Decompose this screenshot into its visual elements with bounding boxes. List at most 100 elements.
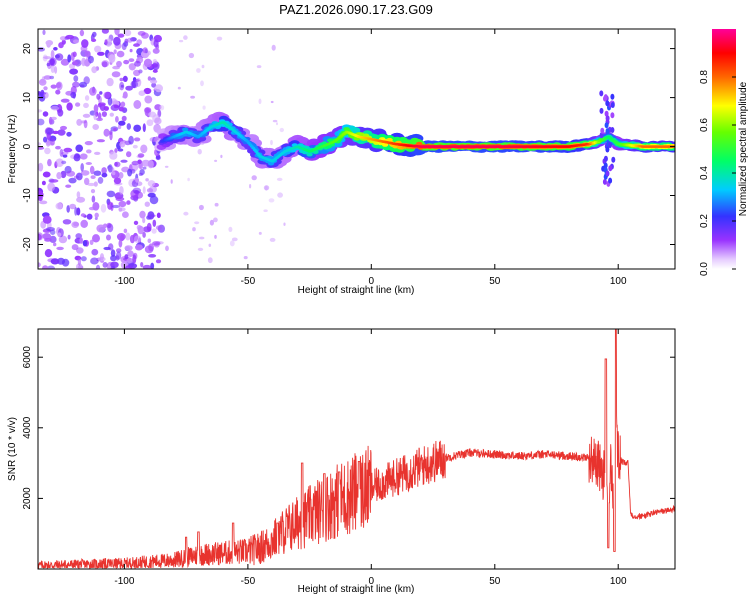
noise-blob <box>94 212 99 218</box>
noise-blob <box>84 177 90 186</box>
noise-blob <box>101 61 108 68</box>
noise-blob <box>125 232 131 241</box>
noise-blob <box>46 227 55 232</box>
noise-blob <box>43 136 48 143</box>
spectrogram-frame <box>37 28 676 270</box>
x-tick-label: 50 <box>489 276 501 287</box>
noise-blob <box>126 257 134 264</box>
noise-blob <box>170 179 173 184</box>
noise-blob <box>101 167 107 174</box>
noise-blob <box>144 107 152 114</box>
noise-blob <box>70 52 75 61</box>
spectrogram-y-axis: -20 -10 0 10 20 <box>22 43 675 252</box>
noise-blob <box>114 161 121 168</box>
noise-blob <box>53 242 57 247</box>
ridge-mark <box>608 142 612 149</box>
noise-blob <box>43 86 48 91</box>
noise-blob <box>198 204 204 211</box>
ridge-mark <box>600 127 605 134</box>
noise-blob <box>144 201 150 207</box>
noise-blob <box>155 225 162 230</box>
noise-blob <box>133 79 140 82</box>
noise-blob <box>129 234 135 244</box>
noise-blob <box>83 76 90 85</box>
noise-blob <box>56 82 62 89</box>
noise-blob <box>150 79 158 84</box>
noise-blob <box>270 139 273 146</box>
noise-blob <box>68 177 77 184</box>
noise-blob <box>93 111 97 121</box>
noise-blob <box>42 29 46 35</box>
noise-blob <box>103 106 110 111</box>
noise-blob <box>110 249 116 257</box>
noise-blob <box>115 255 120 261</box>
ridge-mark <box>604 122 609 129</box>
ridge-mark <box>605 146 610 153</box>
noise-blob <box>140 262 144 268</box>
noise-blob <box>200 80 204 87</box>
snr-panel: -100 -50 0 50 100 2000 4000 6000 Height of str… <box>7 328 676 595</box>
noise-blob <box>50 105 60 111</box>
noise-blob <box>111 204 120 209</box>
noise-blob <box>201 64 205 69</box>
y-tick-label: -10 <box>22 188 33 203</box>
noise-blob <box>249 184 252 189</box>
noise-blob <box>103 91 111 99</box>
noise-blob <box>228 226 233 232</box>
x-tick-label: -100 <box>114 276 134 287</box>
noise-blob <box>207 257 213 264</box>
noise-blob <box>38 233 42 241</box>
noise-blob <box>109 151 118 160</box>
x-tick-label: -50 <box>241 276 256 287</box>
noise-blob <box>91 248 99 256</box>
noise-blob <box>66 131 72 137</box>
snr-frame <box>37 328 676 570</box>
noise-blob <box>118 172 124 179</box>
noise-blob <box>128 63 136 71</box>
noise-blob <box>53 47 58 51</box>
noise-blob <box>72 39 80 44</box>
noise-blob <box>54 54 60 59</box>
noise-blob <box>132 144 138 149</box>
noise-blob <box>117 124 122 130</box>
colorbar-title: Normalized spectral amplitude <box>738 81 749 216</box>
noise-blob <box>38 142 41 146</box>
noise-blob <box>107 164 113 173</box>
noise-blob <box>214 234 217 239</box>
noise-blob <box>124 254 129 260</box>
noise-blob <box>108 54 116 63</box>
noise-blob <box>270 100 274 104</box>
colorbar: 0.0 0.2 0.4 0.6 0.8 Normalized spectral ampl… <box>699 29 749 276</box>
noise-blob <box>132 254 137 264</box>
noise-blob <box>122 75 128 82</box>
noise-blob <box>57 129 66 136</box>
noise-blob <box>113 127 117 132</box>
noise-blob <box>76 191 81 199</box>
noise-blob <box>77 257 81 266</box>
noise-blob <box>113 36 121 46</box>
ridge-mark <box>602 178 607 185</box>
noise-blob <box>56 257 66 265</box>
noise-blob <box>100 253 104 261</box>
noise-blob <box>109 131 113 141</box>
noise-blob <box>79 29 85 37</box>
noise-blob <box>58 235 68 244</box>
noise-blob <box>123 59 130 65</box>
colorbar-axis: 0.0 0.2 0.4 0.6 0.8 <box>699 70 736 276</box>
noise-blob <box>92 124 99 130</box>
noise-blob <box>138 90 146 96</box>
noise-blob <box>97 51 105 56</box>
noise-blob <box>134 60 141 67</box>
x-tick-label: 100 <box>610 276 627 287</box>
noise-blob <box>110 266 116 269</box>
noise-blob <box>143 58 153 68</box>
noise-blob <box>50 258 60 265</box>
noise-blob <box>93 181 98 187</box>
noise-blob <box>44 147 51 155</box>
noise-blob <box>122 211 129 218</box>
noise-blob <box>141 159 151 167</box>
noise-blob <box>102 262 108 268</box>
noise-blob <box>113 104 119 109</box>
